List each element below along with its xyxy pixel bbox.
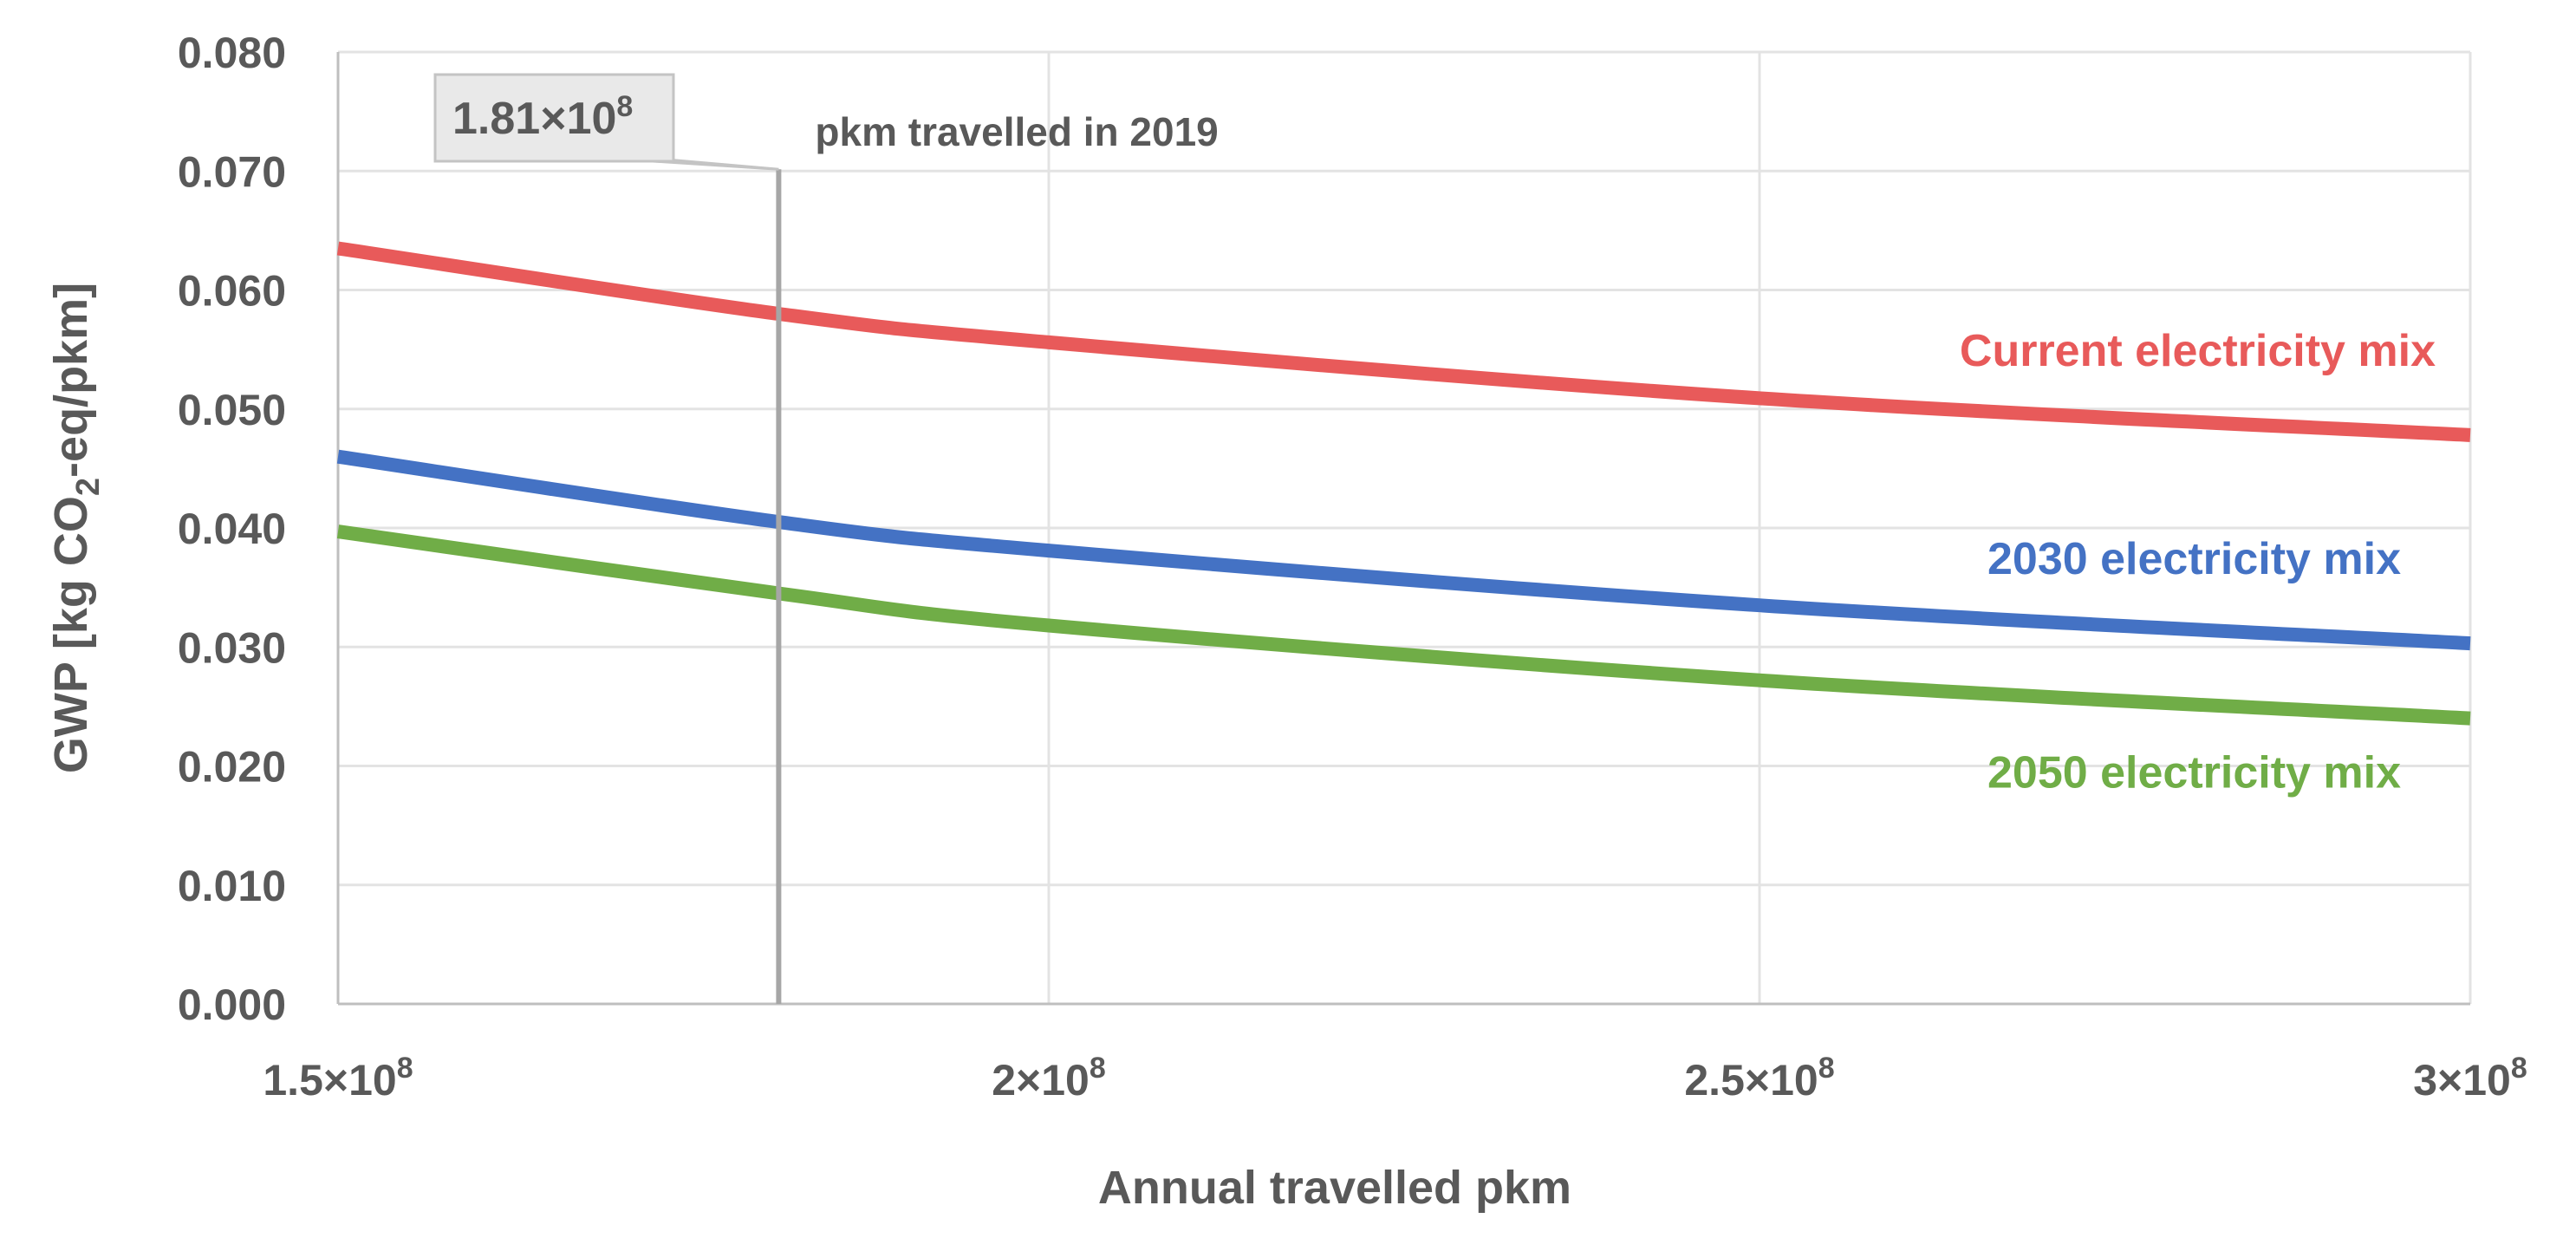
y-tick-label: 0.010 [178, 862, 286, 910]
y-tick-labels: 0.000 0.010 0.020 0.030 0.040 0.050 0.060 0.070… [178, 29, 286, 1029]
y-tick-label: 0.050 [178, 386, 286, 434]
callout-box [433, 73, 675, 163]
y-tick-label: 0.080 [178, 29, 286, 77]
y-tick-label: 0.070 [178, 147, 286, 196]
x-axis-title: Annual travelled pkm [1098, 1162, 1571, 1214]
series-label: Current electricity mix [1960, 326, 2436, 376]
y-tick-label: 0.000 [178, 981, 286, 1029]
y-tick-label: 0.030 [178, 623, 286, 672]
series-lines [336, 241, 2471, 726]
series-label: 2050 electricity mix [1987, 748, 2401, 798]
y-tick-label: 0.040 [178, 505, 286, 553]
series-line [336, 449, 2471, 651]
series-label: 2030 electricity mix [1987, 534, 2401, 584]
axes [336, 52, 2470, 1006]
callout-label: 1.81×108 [452, 90, 633, 144]
y-tick-label: 0.060 [178, 267, 286, 316]
x-tick-label: 1.5×108 [263, 1052, 413, 1104]
annotation: 1.81×108 pkm travelled in 2019 [433, 73, 1219, 1004]
series-line [336, 241, 2471, 442]
x-tick-labels: 1.5×108 2×108 2.5×108 3×108 [263, 1052, 2527, 1104]
y-tick-label: 0.020 [178, 743, 286, 792]
x-tick-label: 3×108 [2413, 1052, 2527, 1104]
vline-label: pkm travelled in 2019 [815, 109, 1218, 154]
y-axis-title: GWP [kg CO2-eq/pkm] [45, 283, 107, 773]
grid [338, 50, 2472, 1004]
series-line [336, 525, 2471, 726]
x-tick-label: 2×108 [992, 1052, 1106, 1104]
x-tick-label: 2.5×108 [1684, 1052, 1834, 1104]
series-labels: Current electricity mix 2030 electricity … [1960, 326, 2436, 798]
